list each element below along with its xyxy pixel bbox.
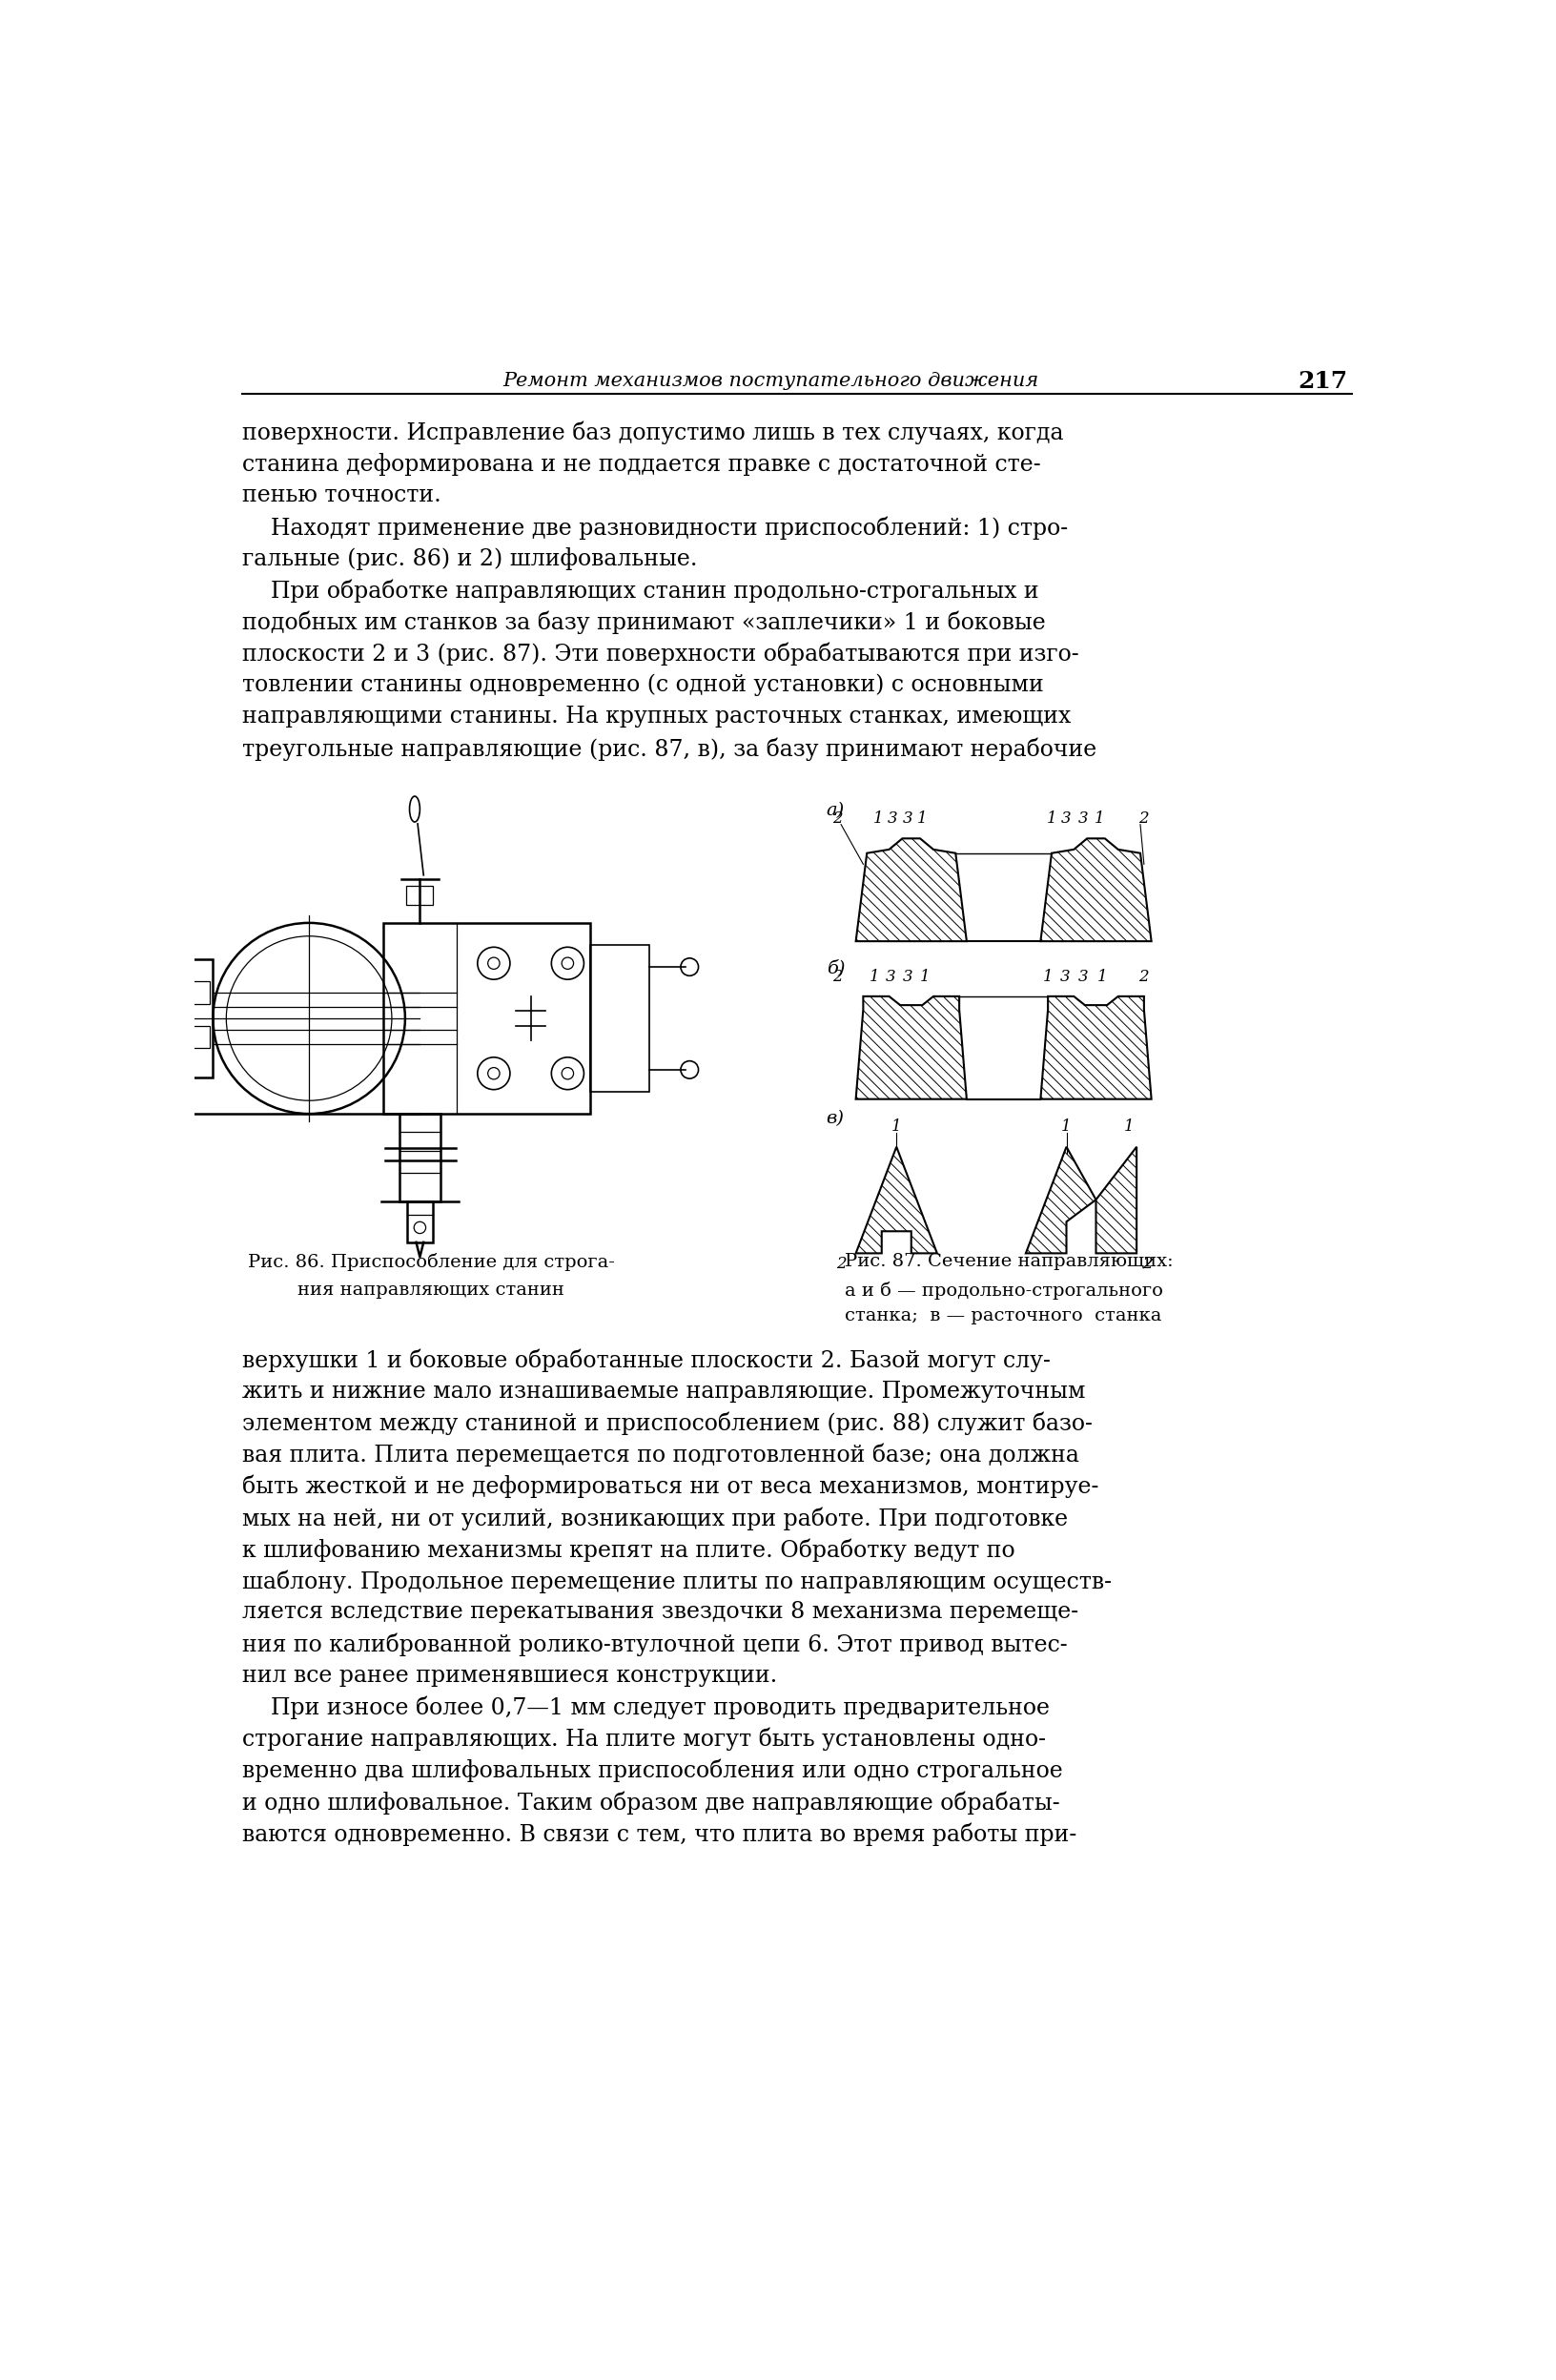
Text: 2: 2 [832, 812, 842, 826]
Text: ваются одновременно. В связи с тем, что плита во время работы при-: ваются одновременно. В связи с тем, что … [243, 1823, 1077, 1845]
Bar [400, 1114, 440, 1202]
Polygon shape [1041, 838, 1151, 940]
Text: подобных им станков за базу принимают «заплечики» 1 и боковые: подобных им станков за базу принимают «з… [243, 612, 1046, 633]
Text: в): в) [826, 1109, 845, 1128]
Text: вая плита. Плита перемещается по подготовленной базе; она должна: вая плита. Плита перемещается по подгото… [243, 1442, 1080, 1466]
Text: 1: 1 [1043, 969, 1053, 985]
Text: строгание направляющих. На плите могут быть установлены одно-: строгание направляющих. На плите могут б… [243, 1728, 1046, 1752]
Text: а): а) [826, 802, 845, 819]
Text: 217: 217 [1298, 369, 1347, 393]
Text: 3: 3 [1078, 812, 1089, 826]
Text: 1: 1 [1094, 812, 1105, 826]
Text: Ремонт механизмов поступательного движения: Ремонт механизмов поступательного движен… [503, 371, 1039, 390]
Text: гальные (рис. 86) и 2) шлифовальные.: гальные (рис. 86) и 2) шлифовальные. [243, 547, 697, 571]
Bar [406, 885, 433, 904]
Bar [176, 1026, 209, 1047]
Text: 1: 1 [1047, 812, 1057, 826]
Text: товлении станины одновременно (с одной установки) с основными: товлении станины одновременно (с одной у… [243, 674, 1044, 697]
Text: 1: 1 [873, 812, 884, 826]
Text: 3: 3 [902, 969, 913, 985]
Text: ния направляющих станин: ния направляющих станин [297, 1280, 565, 1299]
Text: Находят применение две разновидности приспособлений: 1) стро-: Находят применение две разновидности при… [243, 516, 1069, 540]
Text: ляется вследствие перекатывания звездочки 8 механизма перемеще-: ляется вследствие перекатывания звездочк… [243, 1602, 1078, 1623]
Text: верхушки 1 и боковые обработанные плоскости 2. Базой могут слу-: верхушки 1 и боковые обработанные плоско… [243, 1349, 1050, 1373]
Text: 3: 3 [1060, 969, 1071, 985]
Text: треугольные направляющие (рис. 87, в), за базу принимают нерабочие: треугольные направляющие (рис. 87, в), з… [243, 738, 1097, 762]
Text: 2: 2 [832, 969, 842, 985]
Text: поверхности. Исправление баз допустимо лишь в тех случаях, когда: поверхности. Исправление баз допустимо л… [243, 421, 1064, 445]
Text: б): б) [826, 959, 845, 976]
Text: Рис. 86. Приспособление для строга-: Рис. 86. Приспособление для строга- [247, 1254, 615, 1271]
Text: пенью точности.: пенью точности. [243, 486, 442, 507]
Bar [408, 1202, 433, 1242]
Text: плоскости 2 и 3 (рис. 87). Эти поверхности обрабатываются при изго-: плоскости 2 и 3 (рис. 87). Эти поверхнос… [243, 643, 1080, 666]
Text: 2: 2 [1139, 812, 1148, 826]
Text: 3: 3 [885, 969, 896, 985]
Polygon shape [1095, 1147, 1136, 1254]
Text: а и б — продольно-строгального: а и б — продольно-строгального [845, 1280, 1162, 1299]
Polygon shape [856, 997, 966, 1100]
Text: 1: 1 [916, 812, 927, 826]
Text: При обработке направляющих станин продольно-строгальных и: При обработке направляющих станин продол… [243, 578, 1039, 602]
Text: и одно шлифовальное. Таким образом две направляющие обрабаты-: и одно шлифовальное. Таким образом две н… [243, 1790, 1060, 1814]
Text: шаблону. Продольное перемещение плиты по направляющим осуществ-: шаблону. Продольное перемещение плиты по… [243, 1571, 1113, 1592]
Text: нил все ранее применявшиеся конструкции.: нил все ранее применявшиеся конструкции. [243, 1664, 778, 1687]
Text: станка;  в — расточного  станка: станка; в — расточного станка [845, 1307, 1162, 1326]
Text: 1: 1 [1123, 1119, 1134, 1135]
Polygon shape [1041, 997, 1151, 1100]
Text: 3: 3 [888, 812, 898, 826]
Text: направляющими станины. На крупных расточных станках, имеющих: направляющими станины. На крупных расточ… [243, 704, 1071, 728]
Text: элементом между станиной и приспособлением (рис. 88) служит базо-: элементом между станиной и приспособлени… [243, 1411, 1092, 1435]
Text: 1: 1 [1097, 969, 1106, 985]
Text: 1: 1 [892, 1119, 901, 1135]
Text: мых на ней, ни от усилий, возникающих при работе. При подготовке: мых на ней, ни от усилий, возникающих пр… [243, 1507, 1069, 1530]
Text: 2: 2 [1142, 1257, 1153, 1273]
Text: к шлифованию механизмы крепят на плите. Обработку ведут по: к шлифованию механизмы крепят на плите. … [243, 1537, 1016, 1561]
Text: 3: 3 [1078, 969, 1089, 985]
Text: 2: 2 [836, 1257, 846, 1273]
Text: 3: 3 [902, 812, 913, 826]
Polygon shape [856, 1147, 937, 1254]
Bar [590, 945, 649, 1092]
Text: 2: 2 [1139, 969, 1148, 985]
Text: временно два шлифовальных приспособления или одно строгальное: временно два шлифовальных приспособления… [243, 1759, 1063, 1783]
Text: быть жесткой и не деформироваться ни от веса механизмов, монтируе-: быть жесткой и не деформироваться ни от … [243, 1476, 1099, 1499]
Text: станина деформирована и не поддается правке с достаточной сте-: станина деформирована и не поддается пра… [243, 452, 1041, 476]
Text: ния по калиброванной ролико-втулочной цепи 6. Этот привод вытес-: ния по калиброванной ролико-втулочной це… [243, 1633, 1067, 1656]
Text: Рис. 87. Сечение направляющих:: Рис. 87. Сечение направляющих: [845, 1254, 1173, 1271]
Text: 1: 1 [1061, 1119, 1072, 1135]
Bar [173, 959, 213, 1078]
Polygon shape [856, 838, 966, 940]
Text: При износе более 0,7—1 мм следует проводить предварительное: При износе более 0,7—1 мм следует провод… [243, 1697, 1050, 1718]
Bar [383, 923, 590, 1114]
Text: жить и нижние мало изнашиваемые направляющие. Промежуточным: жить и нижние мало изнашиваемые направля… [243, 1380, 1086, 1402]
Text: 3: 3 [1061, 812, 1072, 826]
Text: 1: 1 [870, 969, 879, 985]
Polygon shape [1025, 1147, 1095, 1254]
Text: 1: 1 [920, 969, 929, 985]
Bar [176, 981, 209, 1004]
